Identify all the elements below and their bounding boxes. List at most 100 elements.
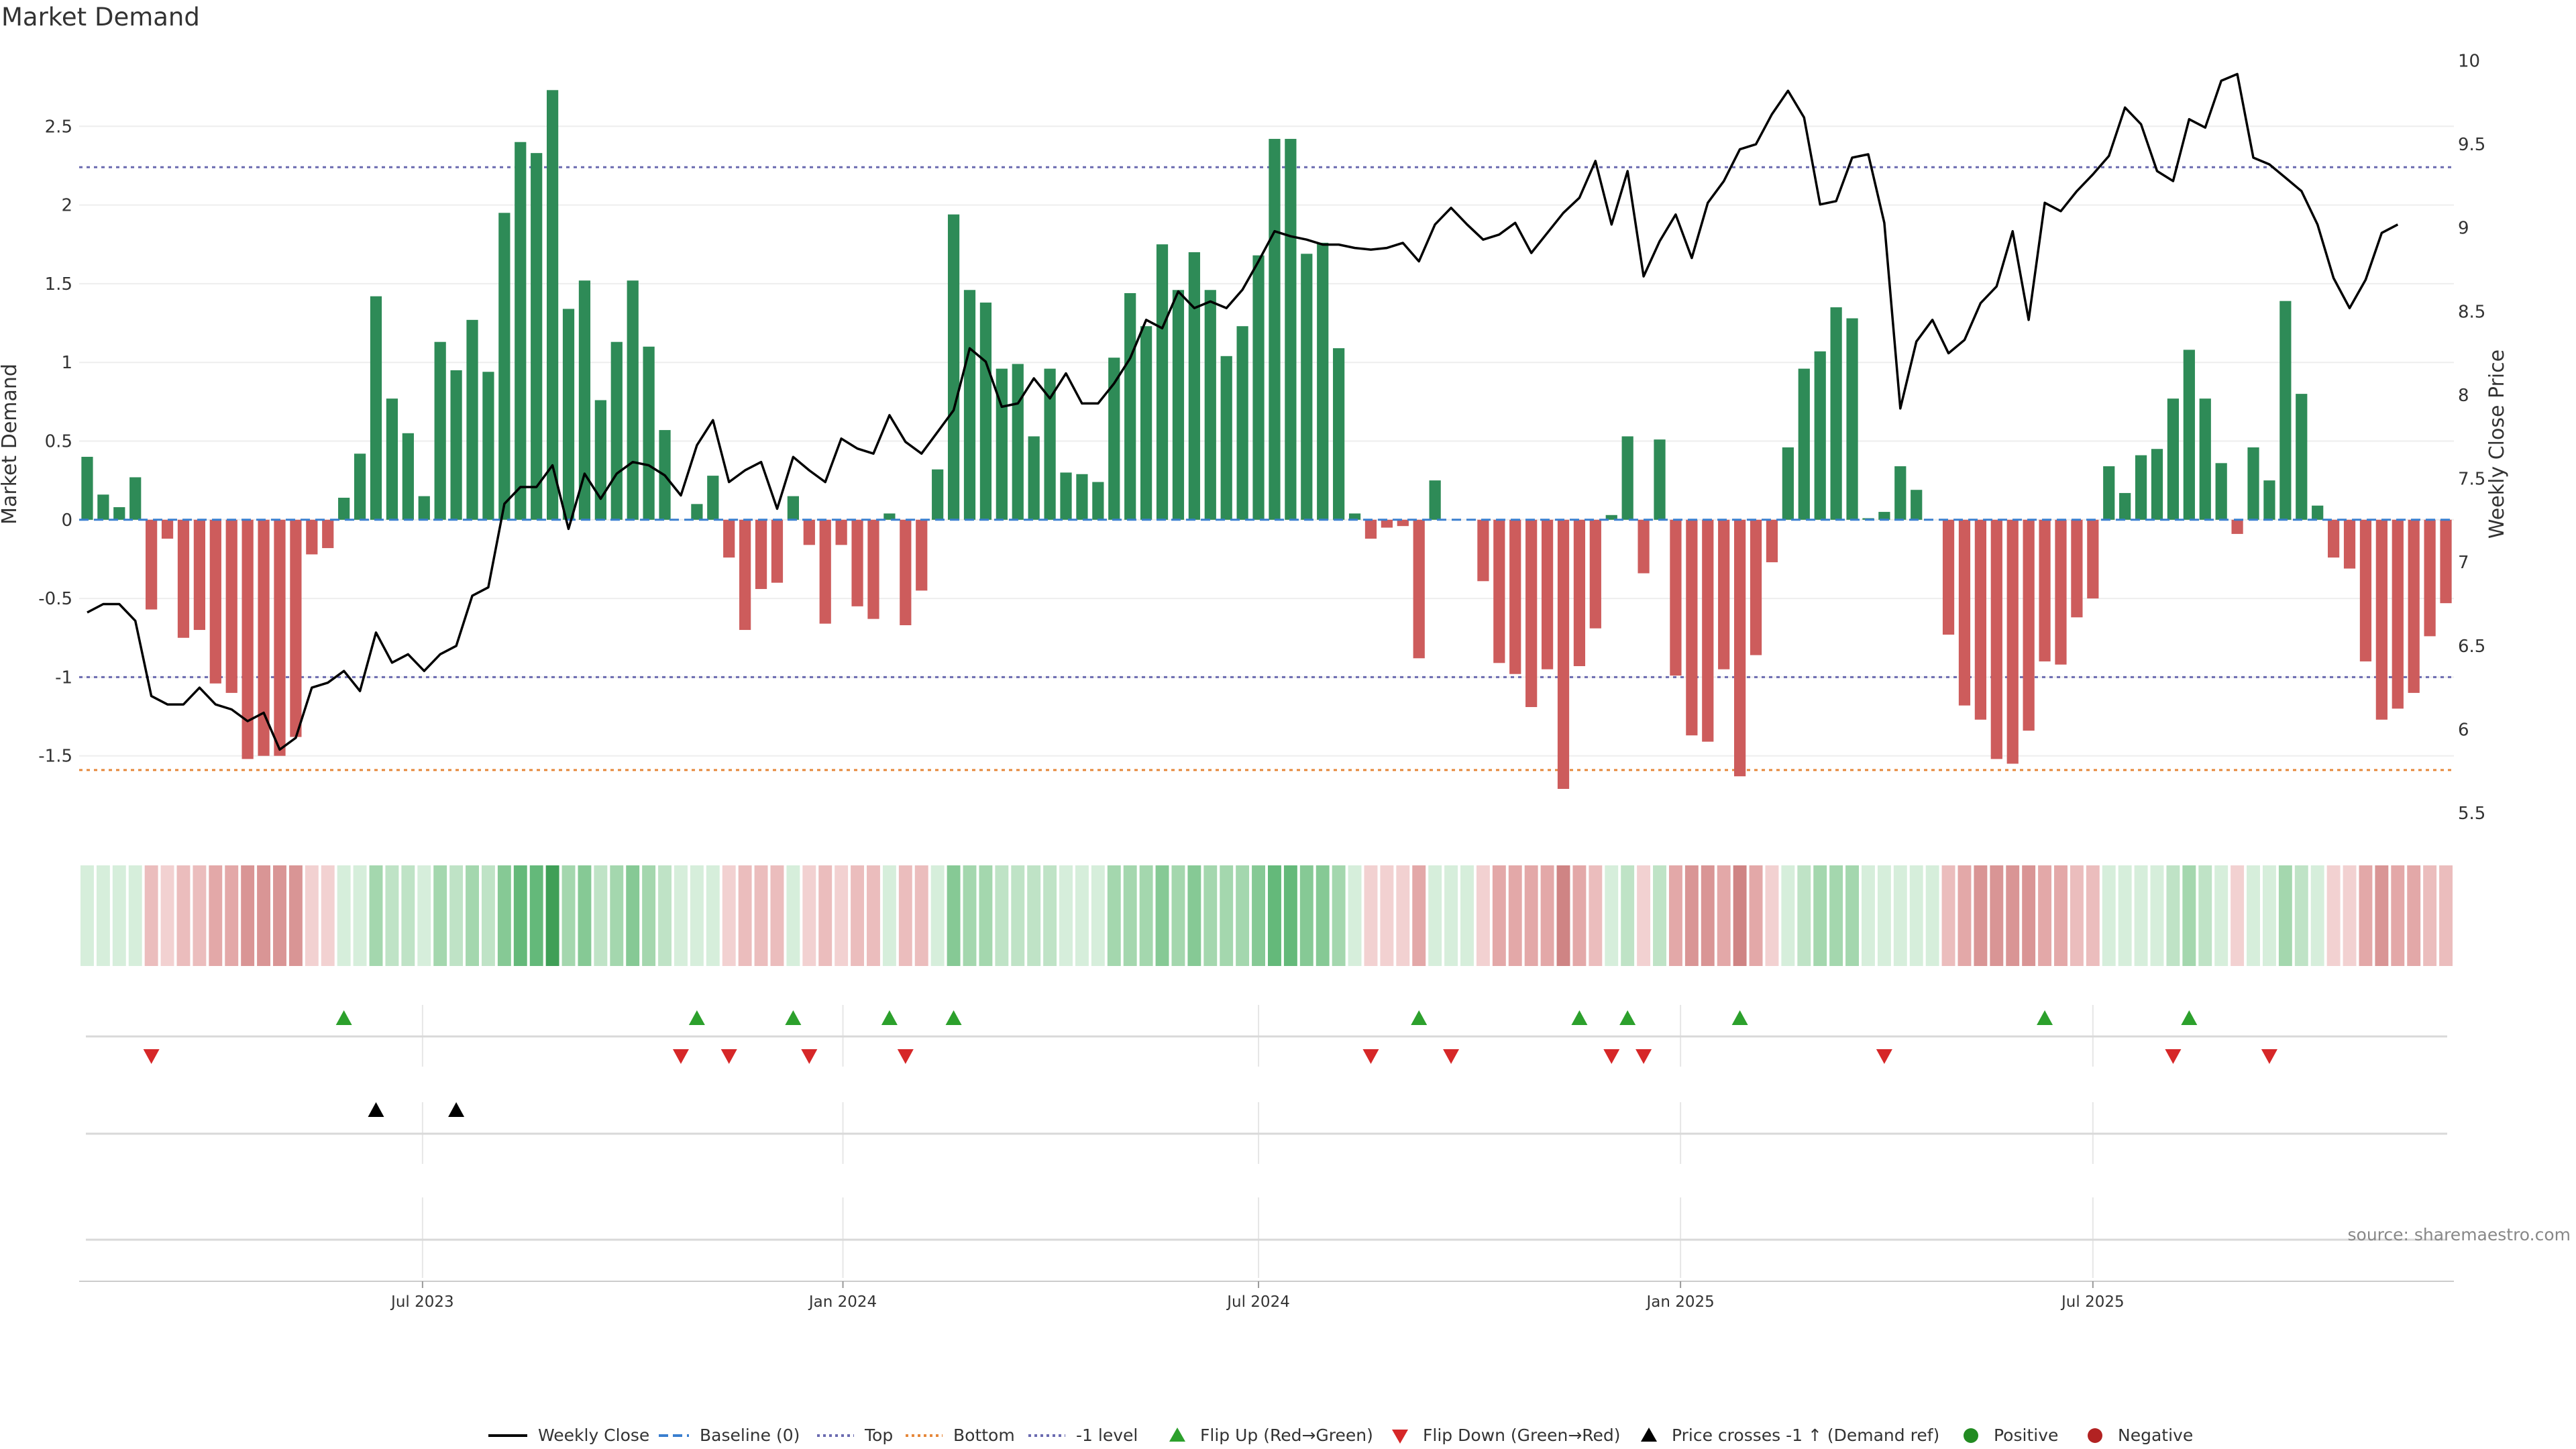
heat-cell bbox=[770, 865, 784, 966]
flip-down-marker bbox=[801, 1049, 818, 1064]
flip-up-marker bbox=[1411, 1010, 1428, 1025]
demand-bar bbox=[1573, 519, 1586, 666]
legend-label: -1 level bbox=[1076, 1426, 1138, 1445]
demand-bar bbox=[2119, 492, 2131, 520]
legend-label: Flip Down (Green→Red) bbox=[1423, 1426, 1621, 1445]
demand-bar bbox=[2343, 519, 2356, 569]
demand-bar bbox=[755, 519, 767, 590]
heat-cell bbox=[594, 865, 608, 966]
heat-cell bbox=[353, 865, 367, 966]
demand-bar bbox=[1894, 466, 1907, 520]
demand-bar bbox=[1782, 447, 1794, 520]
legend-up-triangle bbox=[1641, 1428, 1657, 1442]
demand-bar bbox=[610, 341, 623, 520]
heat-cell bbox=[1252, 865, 1265, 966]
heat-cell bbox=[193, 865, 207, 966]
demand-bar bbox=[386, 398, 398, 520]
heat-cell bbox=[1765, 865, 1779, 966]
flip-up-marker bbox=[785, 1010, 802, 1025]
heat-cell bbox=[176, 865, 191, 966]
y2-tick-label: 9 bbox=[2458, 219, 2469, 239]
heat-cell bbox=[225, 865, 239, 966]
y-tick-label: -1 bbox=[55, 667, 72, 688]
demand-bar bbox=[225, 519, 237, 693]
heat-cell bbox=[481, 865, 495, 966]
demand-bar bbox=[1974, 519, 1987, 720]
heat-cell bbox=[722, 865, 736, 966]
heat-cell bbox=[337, 865, 351, 966]
demand-bar bbox=[2006, 519, 2019, 764]
demand-bar bbox=[1124, 292, 1136, 520]
chart-title: Market Demand bbox=[1, 3, 200, 32]
heat-cell bbox=[1059, 865, 1073, 966]
heat-cell bbox=[1492, 865, 1506, 966]
y-tick-label: 2.5 bbox=[45, 117, 72, 137]
demand-bar bbox=[2167, 398, 2180, 520]
heat-cell bbox=[401, 865, 415, 966]
y2-tick-label: 10 bbox=[2458, 51, 2480, 71]
demand-bar bbox=[803, 519, 815, 545]
x-tick-label: Jul 2025 bbox=[2060, 1293, 2125, 1311]
demand-bar bbox=[2183, 350, 2195, 520]
demand-bar bbox=[851, 519, 863, 606]
heat-cell bbox=[1444, 865, 1458, 966]
heat-cell bbox=[545, 865, 559, 966]
heat-cell bbox=[209, 865, 223, 966]
heat-cell bbox=[288, 865, 303, 966]
heat-cell bbox=[2198, 865, 2212, 966]
heat-cell bbox=[241, 865, 255, 966]
reference-lines bbox=[79, 166, 2454, 771]
demand-bar bbox=[2296, 394, 2308, 520]
legend-down-triangle bbox=[1392, 1430, 1408, 1444]
demand-bar bbox=[2215, 463, 2227, 520]
heat-cell bbox=[1540, 865, 1554, 966]
heat-cell bbox=[1829, 865, 1843, 966]
x-tick-label: Jan 2025 bbox=[1645, 1293, 1714, 1311]
demand-bar bbox=[835, 519, 847, 545]
flip-up-marker bbox=[688, 1010, 705, 1025]
demand-bar bbox=[354, 453, 366, 520]
heat-cell bbox=[2118, 865, 2132, 966]
demand-bar bbox=[1718, 519, 1730, 669]
legend-label: Positive bbox=[1994, 1426, 2058, 1445]
demand-bar bbox=[113, 507, 125, 520]
heat-cell bbox=[80, 865, 94, 966]
heat-cell bbox=[305, 865, 319, 966]
legend-label: Price crosses -1 ↑ (Demand ref) bbox=[1672, 1426, 1939, 1445]
heat-cell bbox=[513, 865, 527, 966]
demand-bar bbox=[691, 504, 703, 520]
heat-cell bbox=[2294, 865, 2308, 966]
heat-cell bbox=[1893, 865, 1907, 966]
heat-cell bbox=[1011, 865, 1025, 966]
demand-bar bbox=[370, 296, 382, 520]
demand-bar bbox=[466, 319, 478, 520]
heat-cell bbox=[642, 865, 656, 966]
heat-cell bbox=[1203, 865, 1218, 966]
demand-bar bbox=[1766, 519, 1778, 563]
demand-bar bbox=[947, 214, 960, 520]
demand-bar bbox=[2231, 519, 2243, 534]
flip-down-marker bbox=[1635, 1049, 1652, 1064]
demand-bar bbox=[209, 519, 221, 684]
demand-bar bbox=[418, 496, 430, 520]
demand-bar bbox=[1798, 368, 1810, 520]
legend-up-triangle bbox=[1169, 1428, 1185, 1442]
heat-cell bbox=[1589, 865, 1603, 966]
heat-cell bbox=[882, 865, 896, 966]
heat-cell bbox=[1460, 865, 1474, 966]
demand-bar bbox=[1317, 242, 1329, 520]
y2-tick-label: 9.5 bbox=[2458, 135, 2485, 155]
flip-markers-panel bbox=[86, 1010, 2447, 1064]
demand-bar bbox=[819, 519, 831, 624]
demand-bar bbox=[2408, 519, 2420, 693]
heat-cell bbox=[2166, 865, 2180, 966]
demand-bar bbox=[1942, 519, 1955, 635]
y-tick-label: -0.5 bbox=[38, 589, 72, 609]
heat-cell bbox=[1412, 865, 1426, 966]
heat-cell bbox=[1123, 865, 1137, 966]
legend-circle bbox=[2088, 1428, 2102, 1443]
demand-bar bbox=[1364, 519, 1377, 539]
flip-up-marker bbox=[1731, 1010, 1748, 1025]
demand-bar bbox=[2103, 466, 2115, 520]
demand-bar bbox=[241, 519, 254, 759]
